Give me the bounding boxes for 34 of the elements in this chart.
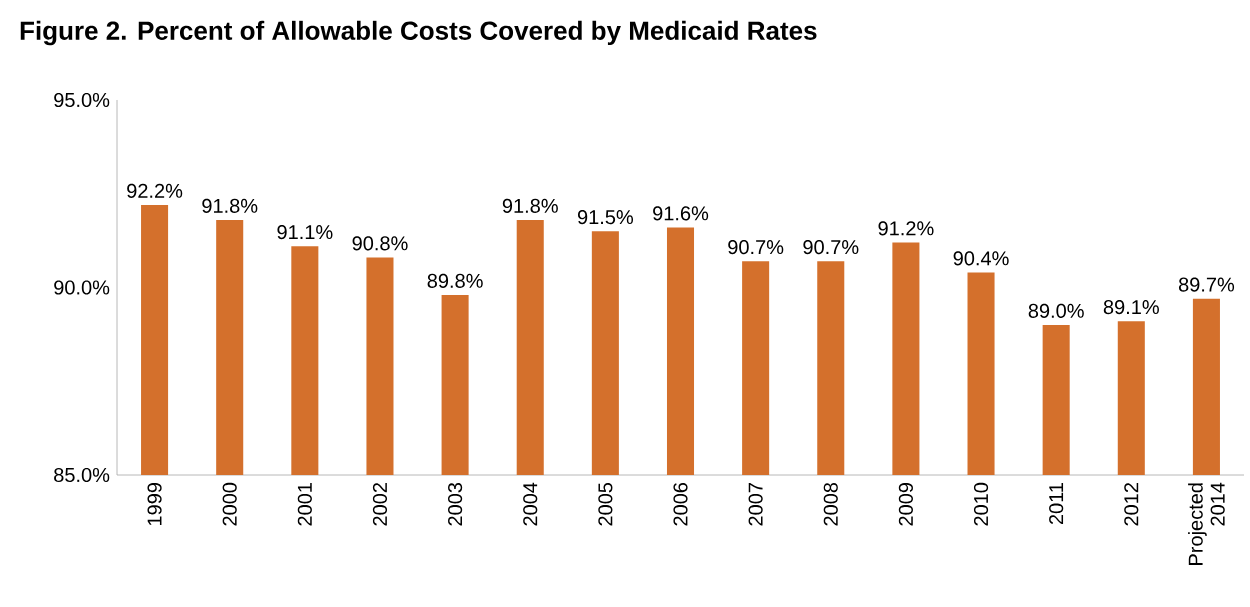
x-tick-label: 2002 [372, 483, 388, 526]
data-label: 91.8% [202, 198, 258, 213]
y-tick-label: 85.0% [54, 467, 110, 483]
data-label: 91.5% [577, 210, 634, 225]
x-tick-label: 1999 [147, 483, 162, 526]
y-tick-label: 95.0% [54, 92, 110, 108]
data-label: 90.8% [352, 236, 408, 251]
data-label: 90.4% [953, 251, 1009, 266]
data-label: 91.6% [653, 206, 709, 221]
data-label: 90.7% [728, 240, 784, 255]
x-tick-label: 2011 [1049, 483, 1064, 525]
data-label: 92.2% [127, 183, 183, 198]
data-label: 89.7% [1178, 277, 1235, 292]
x-tick-label: 2008 [823, 482, 838, 526]
chart-title: Figure 2. Percent of Allowable Costs Covered by Medicaid Rates [20, 20, 817, 46]
data-label: 89.0% [1028, 303, 1084, 318]
x-tick-label: 2000 [222, 482, 237, 526]
x-tick-label: 2007 [748, 483, 763, 526]
data-label: 91.8% [502, 198, 558, 213]
data-label: 91.2% [878, 221, 934, 236]
x-tick-label: 2001 [297, 483, 312, 526]
x-tick-label: 2009 [898, 483, 913, 526]
data-label: 89.8% [427, 273, 483, 288]
x-tick-label: 2005 [598, 482, 613, 526]
data-label: 91.1% [277, 225, 333, 240]
y-tick-label: 90.0% [54, 280, 110, 295]
x-tick-label: 2010 [973, 482, 989, 526]
data-label: 89.1% [1103, 300, 1159, 315]
x-tick-label: Projected 2014 [1188, 482, 1225, 565]
x-tick-label: 2003 [448, 482, 463, 526]
x-tick-label: 2006 [673, 482, 688, 526]
data-label: 90.7% [803, 240, 859, 255]
x-tick-label: 2012 [1124, 483, 1139, 526]
x-tick-label: 2004 [523, 482, 538, 526]
